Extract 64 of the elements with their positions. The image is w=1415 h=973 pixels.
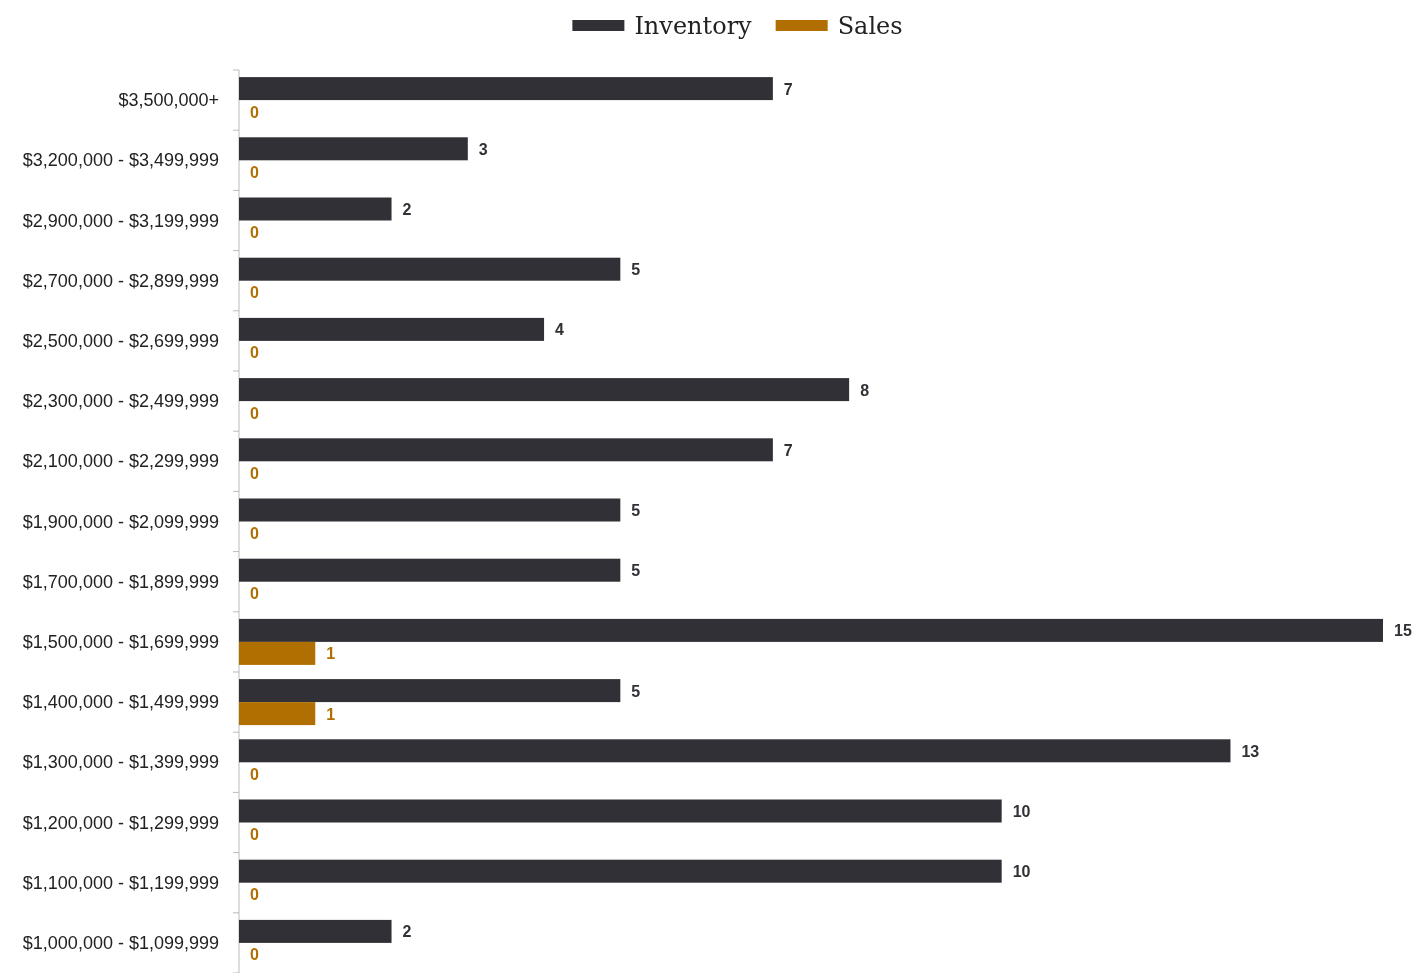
data-label: 0 xyxy=(250,525,259,542)
y-tick-label: $3,500,000+ xyxy=(118,90,219,111)
data-label: 3 xyxy=(478,140,488,158)
bar xyxy=(239,799,1002,823)
data-label: 1 xyxy=(326,645,336,663)
data-label: 15 xyxy=(1394,622,1412,640)
y-tick-label: $1,300,000 - $1,399,999 xyxy=(22,752,219,773)
y-tick-label: $2,100,000 - $2,299,999 xyxy=(22,451,219,472)
data-label: 5 xyxy=(631,261,641,279)
data-label: 0 xyxy=(250,284,259,302)
bar xyxy=(239,438,773,462)
data-label: 10 xyxy=(1012,863,1031,881)
data-label: 0 xyxy=(250,464,259,482)
legend-label: Sales xyxy=(837,12,903,40)
data-label: 7 xyxy=(783,80,793,98)
data-label: 0 xyxy=(250,103,259,121)
data-label: 7 xyxy=(783,441,793,459)
bar xyxy=(239,558,621,582)
bar xyxy=(239,197,392,221)
y-tick-label: $1,500,000 - $1,699,999 xyxy=(22,631,219,652)
bar xyxy=(239,679,621,703)
y-tick-label: $3,200,000 - $3,499,999 xyxy=(22,150,219,171)
data-label: 0 xyxy=(250,344,259,362)
y-tick-label: $1,000,000 - $1,099,999 xyxy=(22,932,219,953)
data-label: 5 xyxy=(631,502,641,519)
bar xyxy=(239,702,316,726)
data-label: 0 xyxy=(250,404,259,422)
bar xyxy=(239,919,392,943)
bar xyxy=(239,498,621,522)
data-label: 0 xyxy=(250,886,259,904)
data-label: 0 xyxy=(250,163,259,181)
data-label: 0 xyxy=(250,585,259,603)
y-tick-label: $2,700,000 - $2,899,999 xyxy=(22,270,219,291)
y-tick-label: $2,900,000 - $3,199,999 xyxy=(22,210,219,231)
data-label: 5 xyxy=(631,682,641,700)
bar xyxy=(239,317,545,341)
y-tick-label: $1,700,000 - $1,899,999 xyxy=(22,571,219,592)
data-label: 10 xyxy=(1012,803,1031,820)
data-label: 4 xyxy=(555,321,565,339)
data-label: 5 xyxy=(631,562,641,580)
bar xyxy=(239,137,468,161)
bar xyxy=(239,378,850,402)
data-label: 2 xyxy=(402,923,412,941)
y-tick-label: $1,200,000 - $1,299,999 xyxy=(22,812,219,833)
data-label: 1 xyxy=(326,705,336,723)
bar xyxy=(239,257,621,281)
bar xyxy=(239,641,316,665)
data-label: 0 xyxy=(250,826,259,843)
bar xyxy=(239,77,773,101)
y-tick-label: $1,100,000 - $1,199,999 xyxy=(22,872,219,893)
legend-label: Inventory xyxy=(634,12,753,40)
y-tick-label: $1,900,000 - $2,099,999 xyxy=(22,511,219,532)
bar xyxy=(239,618,1383,642)
data-label: 8 xyxy=(860,381,870,399)
y-tick-label: $2,300,000 - $2,499,999 xyxy=(22,391,219,412)
data-label: 2 xyxy=(402,201,412,218)
data-label: 0 xyxy=(250,224,259,241)
y-tick-label: $2,500,000 - $2,699,999 xyxy=(22,330,219,351)
bar xyxy=(239,739,1231,763)
data-label: 0 xyxy=(250,946,259,964)
y-tick-label: $1,400,000 - $1,499,999 xyxy=(22,692,219,713)
data-label: 13 xyxy=(1241,742,1260,760)
bar xyxy=(239,859,1002,883)
data-label: 0 xyxy=(250,765,259,783)
